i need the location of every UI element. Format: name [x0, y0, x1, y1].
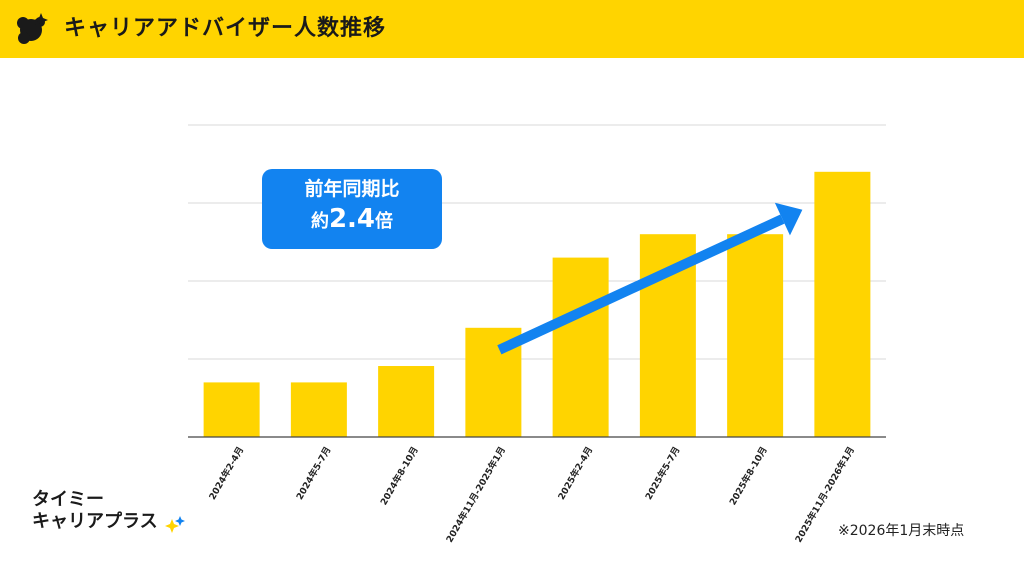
bar — [290, 382, 347, 437]
yoy-callout: 前年同期比 約2.4倍 — [262, 169, 442, 249]
brand-wordmark: タイミー キャリアプラス — [32, 489, 158, 533]
bar — [814, 171, 871, 438]
callout-label: 前年同期比 — [304, 178, 400, 200]
trend-arrow-head — [774, 202, 803, 236]
x-tick-label: 2024年11月-2025年1月 — [443, 445, 508, 545]
brand-line2: キャリアプラス — [32, 511, 158, 532]
callout-value: 2.4 — [328, 204, 376, 234]
x-tick-label: 2024年8-10月 — [378, 445, 421, 508]
x-tick-label: 2024年2-4月 — [206, 445, 246, 502]
brand-sparkle-icon — [165, 516, 185, 533]
callout-suffix: 倍 — [375, 211, 394, 232]
x-tick-label: 2025年5-7月 — [642, 445, 682, 502]
callout-prefix: 約 — [310, 211, 329, 232]
bar — [378, 366, 435, 437]
x-tick-label: 2024年5-7月 — [293, 445, 333, 502]
bar — [727, 234, 784, 437]
trend-arrow-shaft — [497, 214, 785, 355]
brand-line1: タイミー — [32, 489, 104, 510]
header-bar: キャリアアドバイザー人数推移 — [0, 0, 1024, 58]
callout-value-line: 約2.4倍 — [262, 206, 442, 235]
brand-logo-icon — [17, 13, 48, 44]
x-tick-label: 2025年2-4月 — [555, 445, 595, 502]
bar — [552, 257, 609, 437]
page-title: キャリアアドバイザー人数推移 — [64, 16, 387, 41]
footnote: ※2026年1月末時点 — [838, 523, 965, 539]
bar — [203, 382, 260, 437]
x-tick-label: 2025年8-10月 — [727, 445, 770, 508]
